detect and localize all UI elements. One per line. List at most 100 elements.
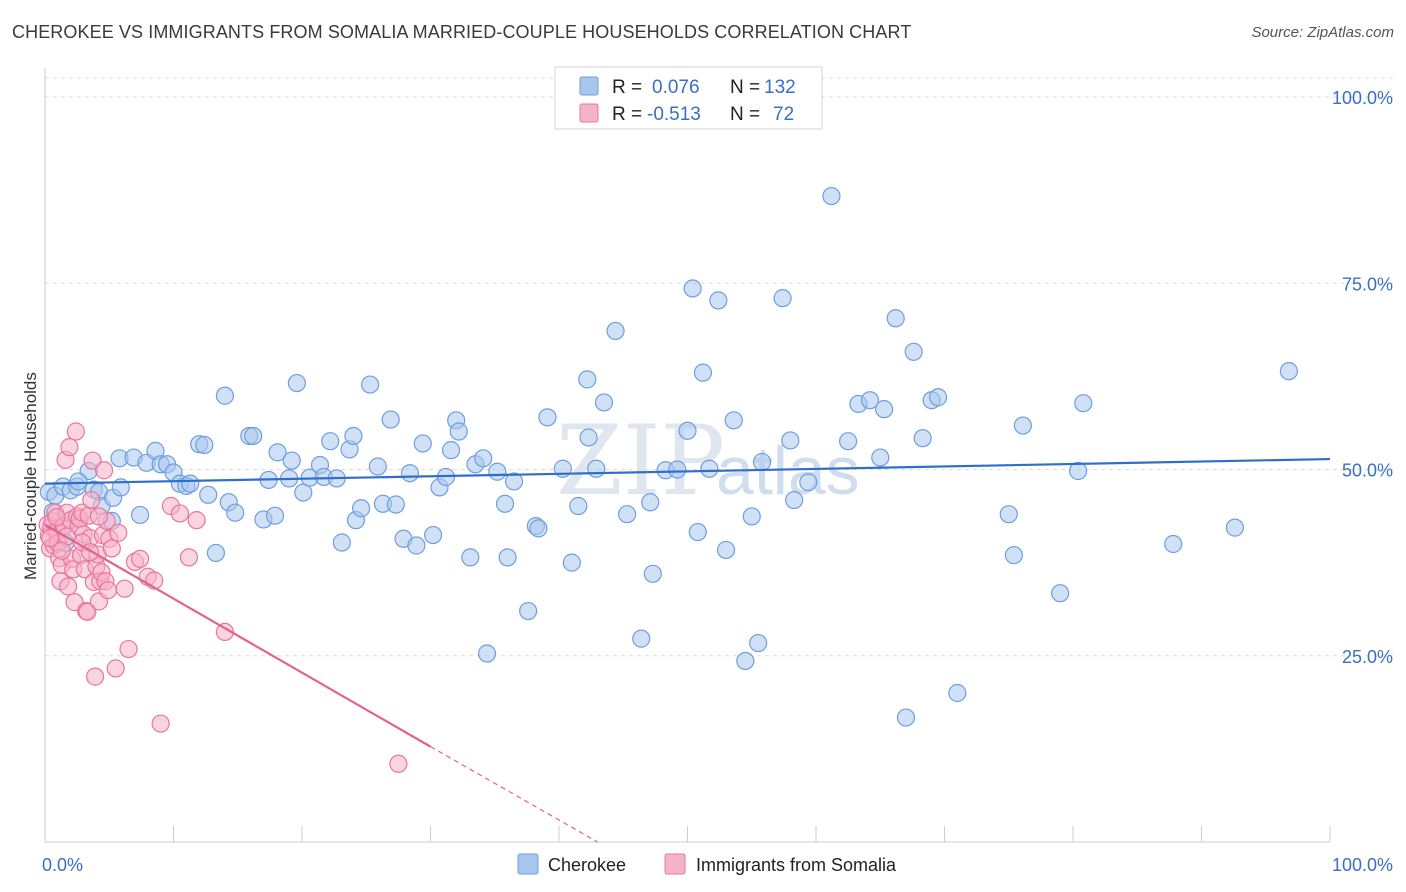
x-tick-label: 0.0% — [42, 855, 83, 875]
cherokee-point — [195, 435, 214, 455]
cherokee-point — [632, 629, 651, 648]
cherokee-point — [498, 548, 517, 567]
cherokee-point — [683, 279, 702, 298]
somalia-point — [115, 579, 134, 598]
cherokee-point — [1074, 394, 1093, 413]
cherokee-point — [562, 553, 581, 572]
cherokee-point — [1004, 546, 1023, 565]
bottom-legend-swatch-somalia — [664, 853, 686, 875]
y-tick-label: 100.0% — [1332, 88, 1393, 108]
top-legend: R = 0.076 N = 132 R = -0.513 N = 72 — [554, 66, 823, 130]
somalia-point — [52, 541, 71, 560]
cherokee-point — [287, 373, 306, 393]
cherokee-point — [449, 422, 468, 441]
cherokee-point — [606, 321, 625, 341]
legend-r-value: 0.076 — [652, 77, 700, 98]
legend-n-value: 72 — [773, 104, 794, 125]
cherokee-point — [400, 464, 420, 483]
cherokee-point — [181, 474, 200, 493]
cherokee-point — [1051, 584, 1070, 603]
cherokee-point — [215, 386, 234, 405]
somalia-point — [59, 577, 78, 596]
cherokee-point — [618, 505, 637, 524]
y-axis-label: Married-couple Households — [21, 372, 40, 580]
cherokee-point — [678, 421, 697, 440]
legend-n-label: N = — [730, 104, 760, 125]
cherokee-point — [265, 506, 285, 525]
cherokee-point — [321, 432, 340, 451]
cherokee-point — [773, 289, 792, 308]
source-credit: Source: ZipAtlas.com — [1251, 24, 1394, 41]
somalia-trend-extension — [430, 746, 598, 843]
cherokee-point — [1279, 362, 1298, 381]
cherokee-point — [839, 432, 858, 451]
cherokee-point — [282, 451, 301, 470]
somalia-point — [82, 490, 101, 510]
somalia-point — [389, 754, 408, 773]
somalia-point — [78, 602, 97, 621]
cherokee-point — [886, 309, 905, 328]
cherokee-point — [477, 644, 497, 663]
somalia-point — [98, 581, 118, 600]
bottom-legend-swatch-cherokee — [517, 853, 539, 875]
cherokee-point — [268, 443, 287, 462]
cherokee-point — [716, 540, 736, 560]
cherokee-point — [332, 533, 351, 552]
watermark-zip: ZIP — [556, 405, 725, 517]
somalia-point — [170, 504, 190, 523]
cherokee-point — [749, 633, 768, 653]
somalia-point — [102, 539, 121, 558]
y-tick-labels: 25.0% 50.0% 75.0% 100.0% — [1332, 88, 1393, 667]
cherokee-point — [999, 505, 1018, 524]
cherokee-point — [344, 426, 363, 446]
y-tick-label: 25.0% — [1342, 647, 1393, 667]
cherokee-points — [39, 186, 1298, 727]
cherokee-point — [386, 495, 405, 514]
cherokee-point — [569, 496, 588, 516]
cherokee-point — [407, 536, 426, 555]
cherokee-point — [381, 410, 400, 429]
cherokee-point — [579, 428, 598, 447]
bottom-legend: Cherokee Immigrants from Somalia — [517, 853, 897, 875]
chart-title: CHEROKEE VS IMMIGRANTS FROM SOMALIA MARR… — [12, 22, 912, 42]
somalia-point — [187, 511, 206, 530]
cherokee-point — [1013, 416, 1032, 435]
cherokee-point — [871, 448, 890, 467]
somalia-point — [86, 667, 105, 686]
cherokee-point — [668, 460, 687, 479]
cherokee-point — [423, 525, 443, 545]
cherokee-point — [904, 342, 923, 361]
trend-lines — [44, 457, 1331, 843]
cherokee-point — [913, 429, 932, 448]
cherokee-point — [1164, 534, 1183, 554]
cherokee-point — [368, 457, 387, 476]
cherokee-point — [742, 507, 761, 526]
legend-n-value: 132 — [764, 77, 796, 98]
cherokee-point — [130, 505, 150, 525]
legend-r-label: R = — [612, 77, 642, 98]
cherokee-point — [226, 503, 245, 522]
cherokee-point — [875, 400, 894, 419]
somalia-point — [66, 422, 85, 441]
cherokee-point — [578, 370, 597, 389]
cherokee-point — [587, 459, 606, 478]
cherokee-point — [799, 473, 818, 492]
cherokee-point — [519, 601, 538, 621]
cherokee-point — [199, 485, 218, 504]
bottom-legend-label-cherokee: Cherokee — [548, 855, 626, 875]
cherokee-point — [688, 522, 707, 542]
x-tick-labels: 0.0% 100.0% — [42, 855, 1393, 875]
cherokee-point — [928, 388, 948, 407]
cherokee-point — [461, 548, 480, 567]
cherokee-point — [736, 651, 755, 671]
cherokee-point — [781, 431, 800, 450]
somalia-point — [106, 659, 125, 678]
cherokee-point — [709, 291, 728, 310]
legend-swatch-somalia — [579, 103, 599, 123]
cherokee-point — [504, 472, 524, 491]
cherokee-point — [1069, 461, 1088, 481]
cherokee-point — [474, 449, 493, 468]
cherokee-point — [822, 186, 841, 206]
cherokee-trend-line — [44, 457, 1331, 485]
